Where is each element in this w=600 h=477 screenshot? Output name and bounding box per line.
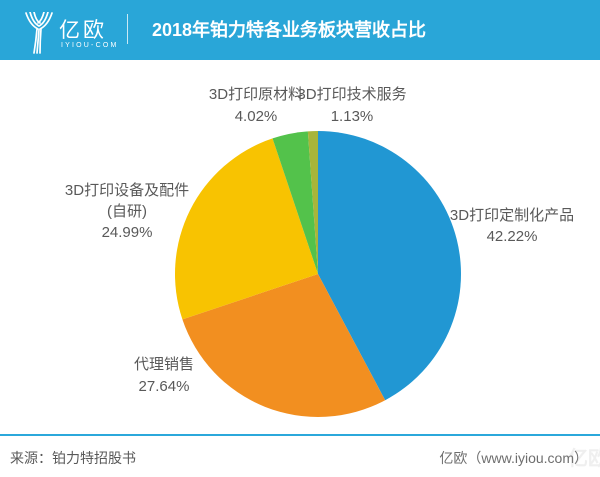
pie-slice-3[interactable]	[272, 131, 318, 274]
label-custom-products: 3D打印定制化产品 42.22%	[450, 205, 574, 247]
label-raw-materials: 3D打印原材料 4.02%	[209, 84, 303, 128]
label-equipment: 3D打印设备及配件 (自研) 24.99%	[65, 180, 189, 243]
source-text: 来源：铂力特招股书	[10, 450, 136, 466]
pie-slice-1[interactable]	[182, 274, 386, 417]
pie-slice-0[interactable]	[318, 131, 461, 401]
footer-divider-line	[0, 434, 600, 436]
label-equipment-name-line2: (自研)	[107, 203, 147, 220]
label-agency-sales-pct: 27.64%	[138, 378, 190, 395]
pie-chart	[174, 131, 461, 417]
logo-wordmark: 亿欧	[59, 19, 107, 42]
header-divider	[127, 14, 128, 44]
label-tech-services-name: 3D打印技术服务	[297, 86, 407, 103]
label-equipment-name-line1: 3D打印设备及配件	[64, 182, 190, 199]
pie-slice-2[interactable]	[174, 138, 318, 320]
label-tech-services: 3D打印技术服务 1.13%	[297, 84, 406, 128]
label-agency-sales: 代理销售 27.64%	[134, 354, 194, 398]
label-tech-services-pct: 1.13%	[330, 108, 374, 125]
pie-slice-4[interactable]	[307, 131, 318, 274]
label-raw-materials-pct: 4.02%	[234, 108, 278, 125]
label-raw-materials-name: 3D打印原材料	[208, 86, 304, 103]
header-banner: 亿欧 IYIOU-COM 2018年铂力特各业务板块营收占比	[0, 0, 600, 60]
label-equipment-pct: 24.99%	[101, 224, 153, 241]
label-agency-sales-name: 代理销售	[133, 356, 195, 373]
chart-title: 2018年铂力特各业务板块营收占比	[152, 20, 427, 40]
logo-domain-text: IYIOU-COM	[61, 42, 119, 49]
label-custom-products-name: 3D打印定制化产品	[449, 207, 575, 224]
iyiou-logo: 亿欧 IYIOU-COM	[23, 11, 133, 55]
credit-text: 亿欧（www.iyiou.com）	[439, 450, 588, 466]
watermark-logo: 亿欧	[568, 448, 600, 470]
label-custom-products-pct: 42.22%	[486, 228, 538, 245]
iyiou-sprout-icon	[25, 12, 53, 54]
